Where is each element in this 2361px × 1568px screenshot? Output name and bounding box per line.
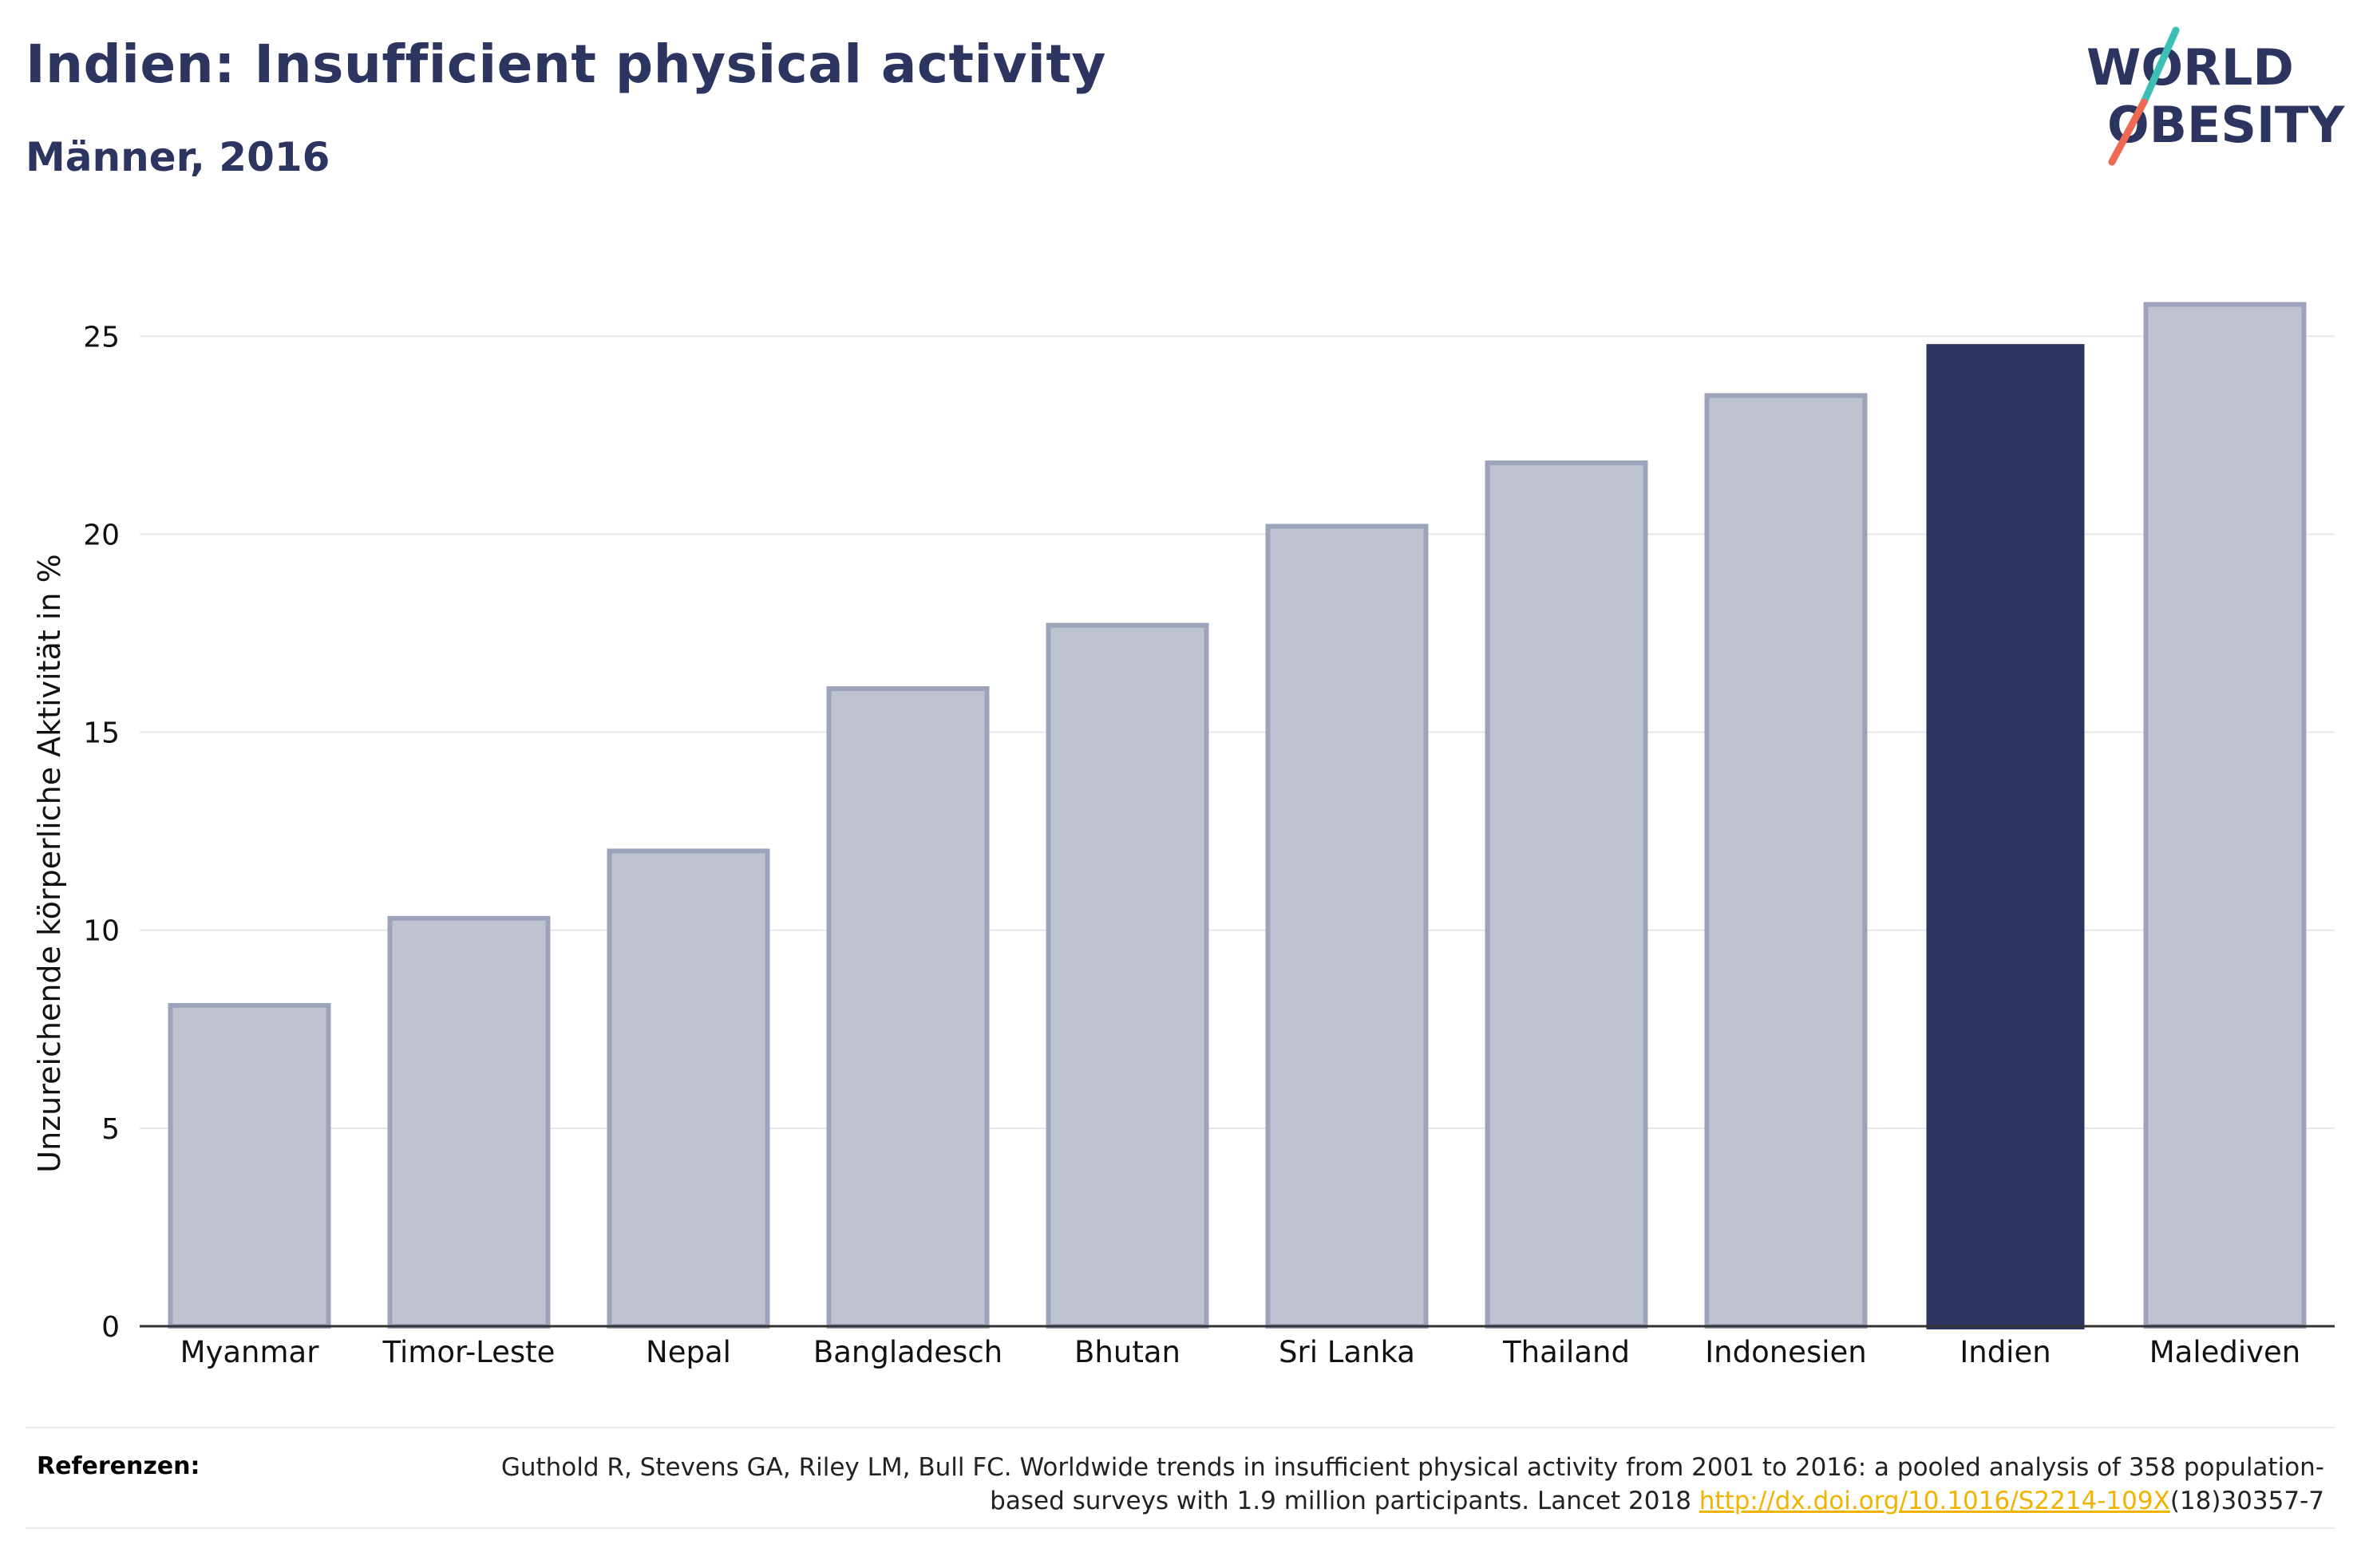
y-tick-label: 0 [101, 1311, 120, 1344]
logo-slash-coral [2108, 98, 2148, 166]
references-label: Referenzen: [37, 1452, 200, 1480]
bar-myanmar [168, 1003, 331, 1329]
bar-thailand [1485, 460, 1648, 1329]
y-tick-label: 15 [83, 717, 120, 750]
x-tick-label: Thailand [1502, 1335, 1630, 1369]
references-text: Guthold R, Stevens GA, Riley LM, Bull FC… [488, 1451, 2324, 1518]
reference-citation: Guthold R, Stevens GA, Riley LM, Bull FC… [500, 1453, 2324, 1515]
y-tick-label: 5 [101, 1113, 120, 1146]
y-tick-label: 20 [83, 519, 120, 551]
x-tick-label: Sri Lanka [1279, 1335, 1415, 1369]
chart-subtitle: Männer, 2016 [26, 134, 330, 180]
x-tick-label: Bangladesch [813, 1335, 1003, 1369]
x-tick-label: Nepal [646, 1335, 731, 1369]
x-tick-label: Myanmar [180, 1335, 320, 1369]
logo-word-obesity: OBESITY [2107, 96, 2345, 154]
bar-malediven [2143, 302, 2307, 1329]
y-axis-label: Unzureichende körperliche Aktivität in % [32, 554, 67, 1172]
x-tick-label: Indien [1960, 1335, 2051, 1369]
bars [168, 302, 2307, 1329]
world-obesity-logo: WORLD OBESITY [2086, 26, 2345, 166]
reference-citation-suffix: (18)30357-7 [2169, 1487, 2324, 1515]
bar-timor-leste [387, 915, 551, 1329]
references-section: Referenzen: Guthold R, Stevens GA, Riley… [26, 1427, 2335, 1529]
logo-slash-teal [2140, 26, 2180, 106]
y-tick-label: 10 [83, 915, 120, 948]
x-tick-labels: Myanmar Timor-Leste Nepal Bangladesch Bhutan… [180, 1335, 2301, 1369]
reference-doi-link[interactable]: http://dx.doi.org/10.1016/S2214-109X [1699, 1487, 2170, 1515]
x-tick-label: Indonesien [1705, 1335, 1866, 1369]
bar-sri-lanka [1265, 523, 1429, 1329]
bar-bangladesch [826, 685, 990, 1329]
bar-indonesien [1704, 393, 1868, 1329]
bar-chart: 0 5 10 15 20 25 Myanmar Timor-Leste Nepal Bangla… [32, 302, 2335, 1369]
y-tick-label: 25 [83, 321, 120, 353]
logo-word-world: WORLD [2086, 38, 2294, 97]
bar-indien [1926, 344, 2085, 1329]
y-tick-labels: 0 5 10 15 20 25 [83, 321, 120, 1344]
bar-bhutan [1046, 622, 1209, 1329]
x-tick-label: Timor-Leste [382, 1335, 556, 1369]
x-tick-label: Bhutan [1074, 1335, 1180, 1369]
bar-nepal [607, 848, 770, 1329]
x-tick-label: Malediven [2149, 1335, 2301, 1369]
chart-title: Indien: Insufficient physical activity [26, 34, 1106, 95]
